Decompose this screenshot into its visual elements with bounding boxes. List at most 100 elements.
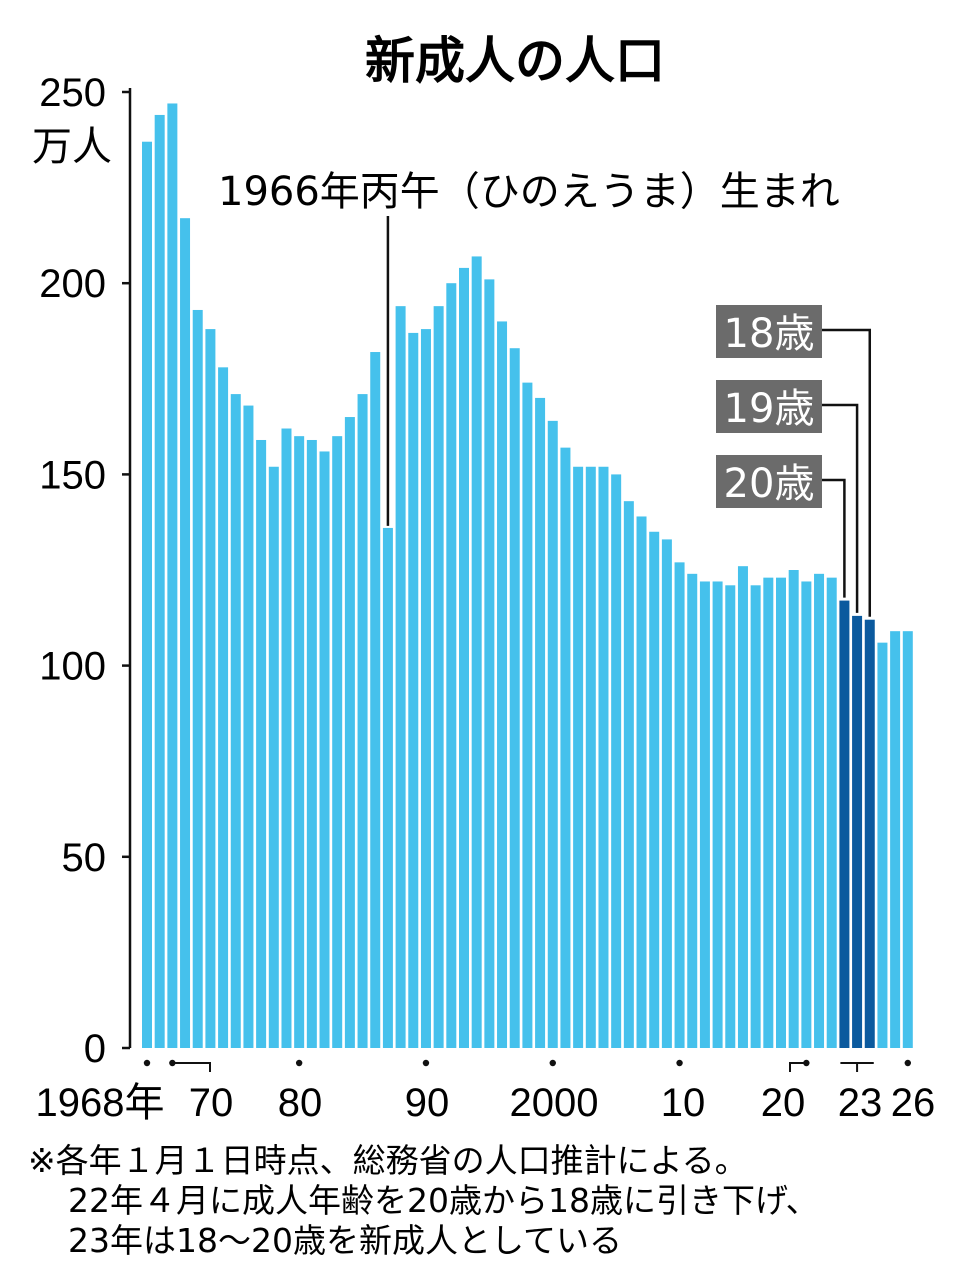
bar-2024 xyxy=(877,642,888,1048)
x-tick-dot xyxy=(143,1059,151,1067)
bar-1998 xyxy=(522,382,533,1048)
x-tick-dot xyxy=(676,1059,683,1067)
bar-1988 xyxy=(395,306,406,1048)
x-tick-dot xyxy=(295,1059,303,1067)
x-tick-bracket-20 xyxy=(789,1062,807,1072)
bar-1983 xyxy=(332,436,343,1048)
bar-1980 xyxy=(294,436,305,1048)
bar-2010 xyxy=(674,562,685,1048)
bar-1979 xyxy=(281,428,292,1049)
y-tick-label: 200 xyxy=(39,262,106,306)
bar-1986 xyxy=(370,352,381,1049)
bar-2006 xyxy=(623,501,634,1049)
bar-2013 xyxy=(712,581,723,1048)
bar-2023-20歳 xyxy=(839,600,850,1048)
x-tick-bracket-23 xyxy=(840,1062,874,1072)
bar-1971 xyxy=(180,218,191,1048)
y-tick-label: 100 xyxy=(39,645,106,689)
callout-leader-line xyxy=(822,328,872,617)
bar-2023-18歳 xyxy=(864,619,875,1048)
bar-2020 xyxy=(801,581,812,1048)
bar-2005 xyxy=(611,474,622,1048)
bar-2023-19歳 xyxy=(852,615,863,1048)
bar-2009 xyxy=(661,539,672,1048)
x-tick-label: 80 xyxy=(278,1081,323,1125)
bar-2017 xyxy=(763,577,774,1048)
callout-box-19 xyxy=(716,380,822,433)
hinoeuma-annotation: 1966年丙午（ひのえうま）生まれ xyxy=(218,169,840,215)
x-tick-label: 1968年 xyxy=(36,1081,165,1125)
bar-1978 xyxy=(268,466,279,1048)
footnote-line-2: 22年４月に成人年齢を20歳から18歳に引き下げ、 xyxy=(68,1181,819,1220)
y-tick-label: 150 xyxy=(39,453,106,497)
bar-2025 xyxy=(890,631,901,1048)
callout-leader-line xyxy=(822,403,859,613)
bar-1999 xyxy=(535,397,546,1048)
x-tick-label: 20 xyxy=(761,1081,806,1125)
bar-1968 xyxy=(142,141,152,1048)
bar-1981 xyxy=(306,439,317,1048)
x-tick-label: 90 xyxy=(405,1081,450,1125)
bar-1991 xyxy=(433,306,444,1048)
x-tick-dot xyxy=(422,1059,430,1067)
bar-2021 xyxy=(814,573,825,1048)
x-tick-dot xyxy=(904,1059,911,1067)
x-tick-label: 26 xyxy=(891,1081,936,1125)
callout-20: 20歳 xyxy=(716,455,822,508)
bar-1995 xyxy=(484,279,495,1049)
callout-box-20 xyxy=(716,455,822,508)
callout-label-18: 18歳 xyxy=(724,311,815,357)
bar-2004 xyxy=(598,466,609,1048)
bar-2008 xyxy=(649,531,660,1048)
bar-1977 xyxy=(256,439,267,1048)
bar-1996 xyxy=(497,321,508,1048)
bar-1994 xyxy=(471,256,482,1048)
bar-2015 xyxy=(737,566,748,1048)
callout-18: 18歳 xyxy=(716,305,822,358)
bar-1973 xyxy=(205,329,216,1048)
bar-1984 xyxy=(344,417,355,1048)
bar-1985 xyxy=(357,394,368,1048)
bar-1974 xyxy=(218,367,229,1048)
bar-2000 xyxy=(547,420,558,1048)
callout-label-19: 19歳 xyxy=(724,386,815,432)
bar-2019 xyxy=(788,570,799,1048)
bar-1972 xyxy=(192,309,203,1048)
x-tick-bracket-70 xyxy=(172,1062,211,1072)
footnote-line-3: 23年は18～20歳を新成人としている xyxy=(68,1221,622,1260)
x-tick-label: 10 xyxy=(661,1081,706,1125)
callout-box-18 xyxy=(716,305,822,358)
bar-1975 xyxy=(230,394,241,1048)
bar-2012 xyxy=(699,581,710,1048)
callout-label-20: 20歳 xyxy=(724,461,815,507)
callout-19: 19歳 xyxy=(716,380,822,433)
bar-2003 xyxy=(585,466,596,1048)
x-tick-label: 70 xyxy=(189,1081,234,1125)
bar-2001 xyxy=(560,447,571,1049)
bar-2011 xyxy=(687,573,698,1048)
bars xyxy=(142,103,913,1049)
annotations: 1966年丙午（ひのえうま）生まれ 18歳 19歳 20歳 xyxy=(218,169,872,617)
bar-1993 xyxy=(459,267,469,1048)
bar-1982 xyxy=(319,451,330,1048)
y-tick-label: 50 xyxy=(62,836,107,880)
chart-title: 新成人の人口 xyxy=(365,32,665,90)
x-axis: 1968年 70 80 90 2000 10 20 23 26 xyxy=(36,1059,936,1125)
bar-2018 xyxy=(776,577,786,1048)
bar-1969 xyxy=(154,114,165,1049)
bar-2007 xyxy=(636,516,647,1048)
bar-1987 xyxy=(382,527,393,1048)
bar-1970 xyxy=(167,103,178,1049)
bar-2002 xyxy=(573,466,584,1048)
bar-1997 xyxy=(509,348,520,1048)
callout-leader-line xyxy=(822,478,846,598)
y-axis: 0 50 100 150 200 250 xyxy=(39,71,132,1071)
bar-1992 xyxy=(446,283,457,1048)
bar-2026 xyxy=(902,631,913,1048)
footnote-line-1: ※各年１月１日時点、総務省の人口推計による。 xyxy=(28,1141,748,1180)
bar-1989 xyxy=(408,332,419,1048)
x-tick-label: 23 xyxy=(838,1081,883,1125)
x-tick-dot xyxy=(549,1059,556,1067)
bar-2016 xyxy=(750,585,761,1048)
bar-2022 xyxy=(826,577,837,1048)
